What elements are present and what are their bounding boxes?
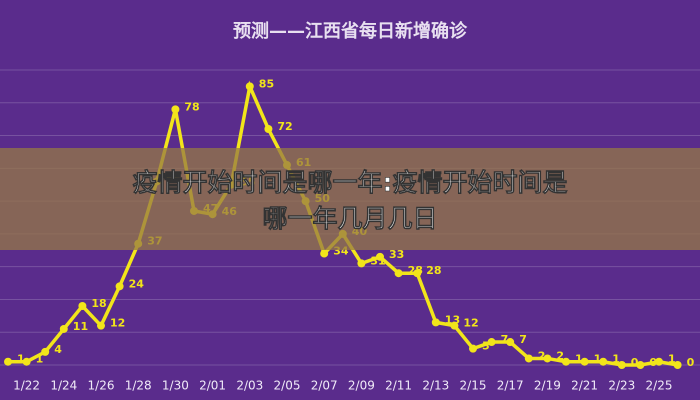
point	[4, 357, 12, 366]
value-label: 1	[36, 353, 44, 366]
banner-text: 哪一年几月几日	[262, 204, 437, 233]
point	[41, 347, 50, 356]
point	[543, 354, 552, 363]
value-label: 1	[575, 353, 583, 366]
value-label: 0	[631, 356, 639, 369]
value-label: 1	[668, 353, 676, 366]
value-label: 1	[17, 353, 25, 366]
point	[580, 357, 589, 366]
value-label: 7	[501, 333, 509, 346]
x-tick-label: 2/03	[236, 379, 263, 393]
point	[245, 82, 254, 91]
x-tick-label: 2/05	[274, 379, 301, 393]
point	[22, 357, 31, 366]
point	[320, 249, 329, 258]
point	[171, 105, 180, 114]
point	[524, 354, 533, 363]
value-label: 11	[73, 320, 88, 333]
value-label: 33	[389, 248, 404, 261]
x-tick-label: 2/07	[311, 379, 338, 393]
x-tick-label: 1/26	[88, 379, 115, 393]
value-label: 24	[129, 277, 145, 290]
point	[264, 125, 273, 133]
x-tick-label: 2/21	[571, 379, 598, 393]
point	[394, 269, 403, 278]
value-label: 18	[91, 297, 106, 310]
point	[673, 361, 682, 369]
value-label: 1	[594, 353, 602, 366]
value-label: 0	[649, 356, 657, 369]
point	[655, 357, 663, 366]
point	[599, 357, 608, 366]
x-tick-label: 2/19	[534, 379, 561, 393]
x-tick-label: 2/09	[348, 379, 375, 393]
value-label: 4	[54, 343, 62, 356]
point	[562, 357, 570, 366]
point	[376, 252, 384, 261]
x-tick-label: 2/23	[608, 379, 635, 393]
value-label: 12	[463, 317, 478, 330]
value-label: 28	[426, 264, 441, 277]
x-tick-label: 1/30	[162, 379, 189, 393]
x-tick-label: 2/15	[460, 379, 487, 393]
x-tick-label: 2/13	[422, 379, 449, 393]
value-label: 2	[556, 349, 564, 362]
x-tick-label: 2/11	[385, 379, 412, 393]
value-label: 5	[482, 340, 490, 353]
value-label: 85	[259, 77, 274, 90]
point	[450, 321, 459, 330]
value-label: 12	[110, 317, 125, 330]
point	[357, 259, 366, 268]
value-label: 72	[277, 120, 292, 133]
x-tick-label: 2/17	[497, 379, 524, 393]
banner-text: 疫情开始时间是哪一年:疫情开始时间是	[133, 168, 568, 197]
point	[431, 318, 440, 327]
point	[97, 321, 105, 330]
point	[469, 344, 477, 353]
point	[59, 324, 68, 333]
point	[636, 361, 645, 369]
value-label: 1	[612, 353, 620, 366]
point	[617, 361, 626, 369]
x-tick-label: 1/22	[13, 379, 40, 393]
point	[506, 338, 515, 347]
point	[115, 282, 124, 291]
value-label: 78	[184, 100, 199, 113]
point	[413, 269, 422, 278]
x-tick-label: 1/24	[50, 379, 77, 393]
banner	[0, 148, 700, 250]
point	[487, 338, 496, 347]
value-label: 7	[519, 333, 527, 346]
x-tick-label: 2/01	[199, 379, 226, 393]
value-label: 0	[687, 356, 695, 369]
x-tick-label: 2/25	[646, 379, 673, 393]
x-tick-label: 1/28	[125, 379, 152, 393]
chart-title: 预测——江西省每日新增确诊	[233, 20, 468, 42]
point	[78, 302, 87, 310]
value-label: 2	[538, 349, 546, 362]
